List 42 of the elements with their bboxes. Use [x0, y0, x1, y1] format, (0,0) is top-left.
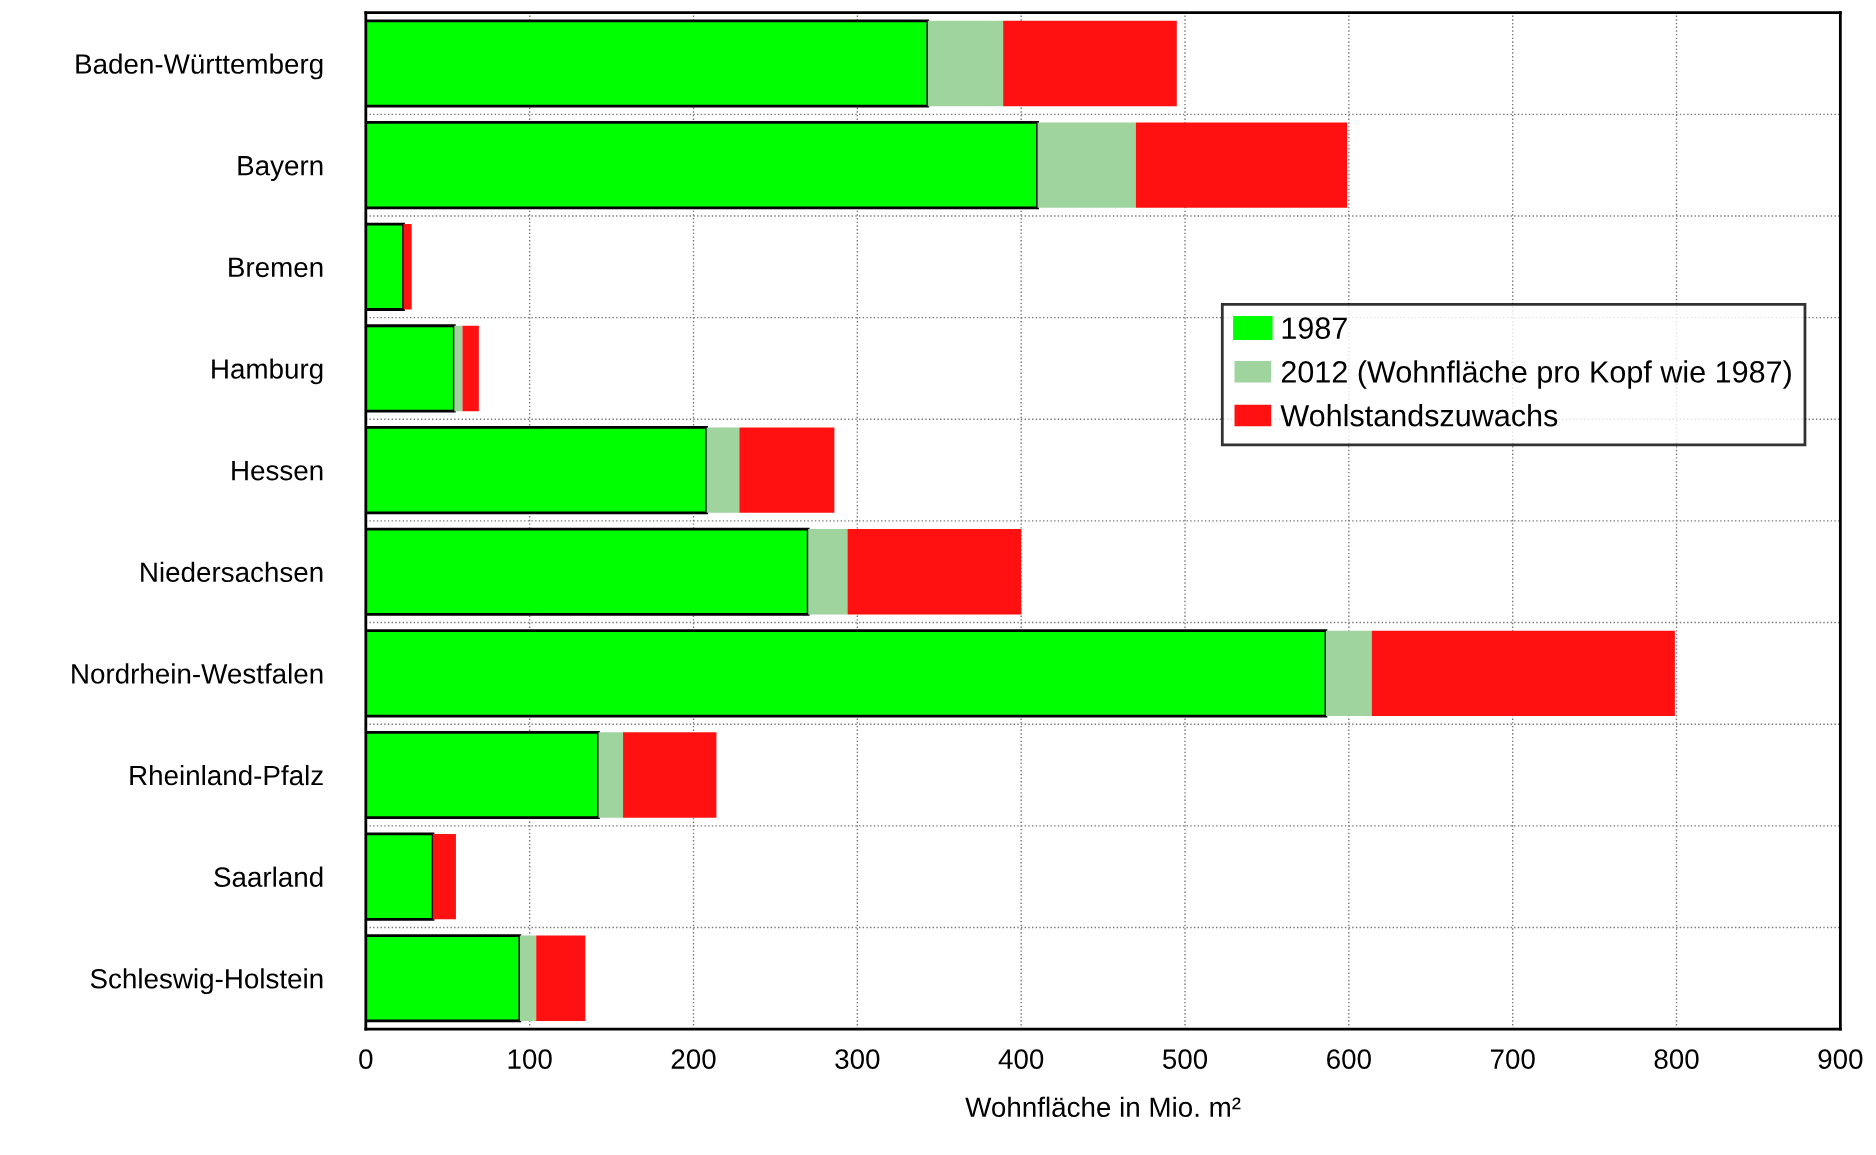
bar [1371, 630, 1675, 717]
bar [706, 427, 740, 513]
y-tick-label: Niedersachsen [141, 561, 323, 583]
bar [403, 224, 412, 310]
bar [927, 20, 1004, 107]
x-tick-label: 700 [1490, 1049, 1535, 1069]
x-tick-label: 800 [1654, 1049, 1699, 1069]
y-tick-label: Baden-Württemberg [76, 53, 323, 80]
legend-label: 2012 (Wohnfläche pro Kopf wie 1987) [1281, 360, 1791, 389]
bar [623, 732, 717, 818]
x-tick-label: 400 [998, 1049, 1044, 1069]
y-tick-label: Bayern [238, 156, 323, 181]
bar [462, 325, 479, 412]
bar [739, 427, 835, 513]
x-tick-label: 500 [1162, 1049, 1208, 1069]
y-tick-label: Bremen [229, 257, 323, 278]
x-tick-label: 900 [1818, 1049, 1863, 1069]
y-tick-label: Nordrhein-Westfalen [72, 663, 323, 684]
bar [1135, 122, 1348, 208]
bar [536, 935, 586, 1021]
y-tick-label: Rheinland-Pfalz [130, 764, 323, 786]
x-tick-label: 0 [359, 1049, 373, 1069]
legend-label: Wohlstandszuwachs [1280, 404, 1558, 427]
x-tick-label: 100 [508, 1049, 552, 1069]
x-tick-label: 200 [671, 1049, 716, 1069]
bar [598, 732, 624, 818]
bar [454, 325, 463, 412]
y-tick-label: Saarland [214, 866, 323, 887]
legend-label: 1987 [1282, 317, 1347, 339]
bar [808, 529, 848, 615]
y-tick-label: Hamburg [212, 358, 323, 385]
bar [519, 935, 537, 1021]
bar [1325, 630, 1372, 717]
x-axis-title: Wohnfläche in Mio. m² [965, 1096, 1241, 1118]
y-tick-label: Schleswig-Holstein [90, 968, 323, 995]
y-tick-label: Hessen [232, 461, 323, 481]
bar [432, 833, 456, 920]
x-tick-label: 300 [835, 1049, 880, 1069]
bar [847, 529, 1022, 615]
bar [1003, 20, 1177, 107]
bar [1037, 122, 1136, 208]
x-tick-label: 600 [1327, 1049, 1371, 1069]
